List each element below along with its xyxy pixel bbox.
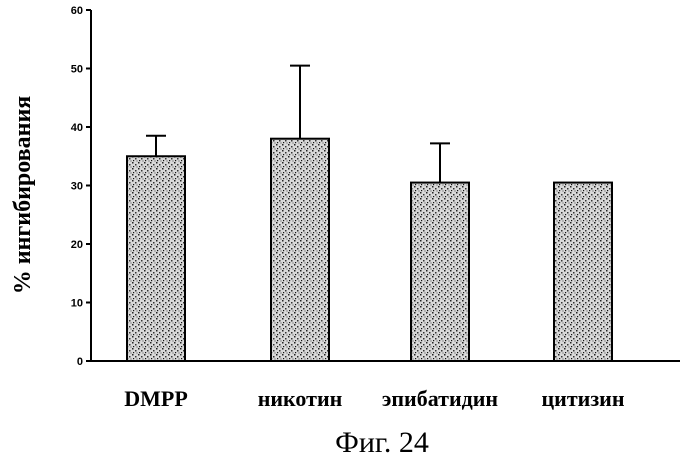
y-tick-label: 40	[71, 122, 83, 134]
y-tick-label: 30	[71, 181, 83, 193]
y-tick-label: 60	[71, 5, 83, 17]
bar	[271, 139, 329, 361]
category-label: цитизин	[541, 386, 624, 411]
y-tick-label: 10	[71, 298, 83, 310]
category-label: никотин	[258, 386, 343, 411]
y-tick-label: 0	[77, 356, 83, 368]
y-tick-label: 50	[71, 64, 83, 76]
category-label: эпибатидин	[382, 386, 499, 411]
figure-caption: Фиг. 24	[335, 426, 429, 459]
y-axis-title: % ингибирования	[10, 96, 36, 295]
bar	[411, 183, 469, 361]
bar	[554, 183, 612, 361]
y-tick-label: 20	[71, 239, 83, 251]
category-label: DMPP	[124, 386, 188, 411]
bar	[127, 156, 185, 361]
